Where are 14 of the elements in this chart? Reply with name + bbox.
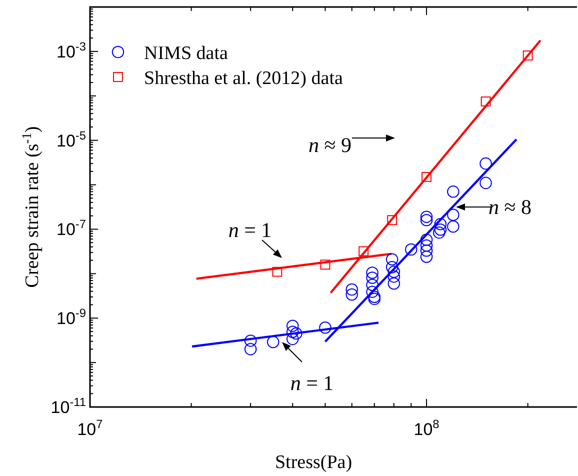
y-tick-label: 10$^{-9}$ [56,306,86,328]
annotation: n ≈ 9 [308,133,352,157]
y-tick-label: 10$^{-3}$ [56,39,86,62]
legend-label: NIMS data [144,43,228,64]
x-axis-title: Stress(Pa) [274,452,352,473]
annotation: n = 1 [290,371,334,395]
y-tick-label: 10$^{-7}$ [56,217,86,240]
y-tick-label: 10$^{-5}$ [56,128,86,150]
annotation: n ≈ 8 [488,195,532,219]
legend-label: Shrestha et al. (2012) data [144,68,344,89]
y-tick-label: 10$^{-11}$ [50,395,86,417]
x-tick-label: 10$^{8}$ [414,417,440,439]
annotation: n = 1 [228,218,272,242]
x-tick-label: 10$^{7}$ [77,417,104,439]
